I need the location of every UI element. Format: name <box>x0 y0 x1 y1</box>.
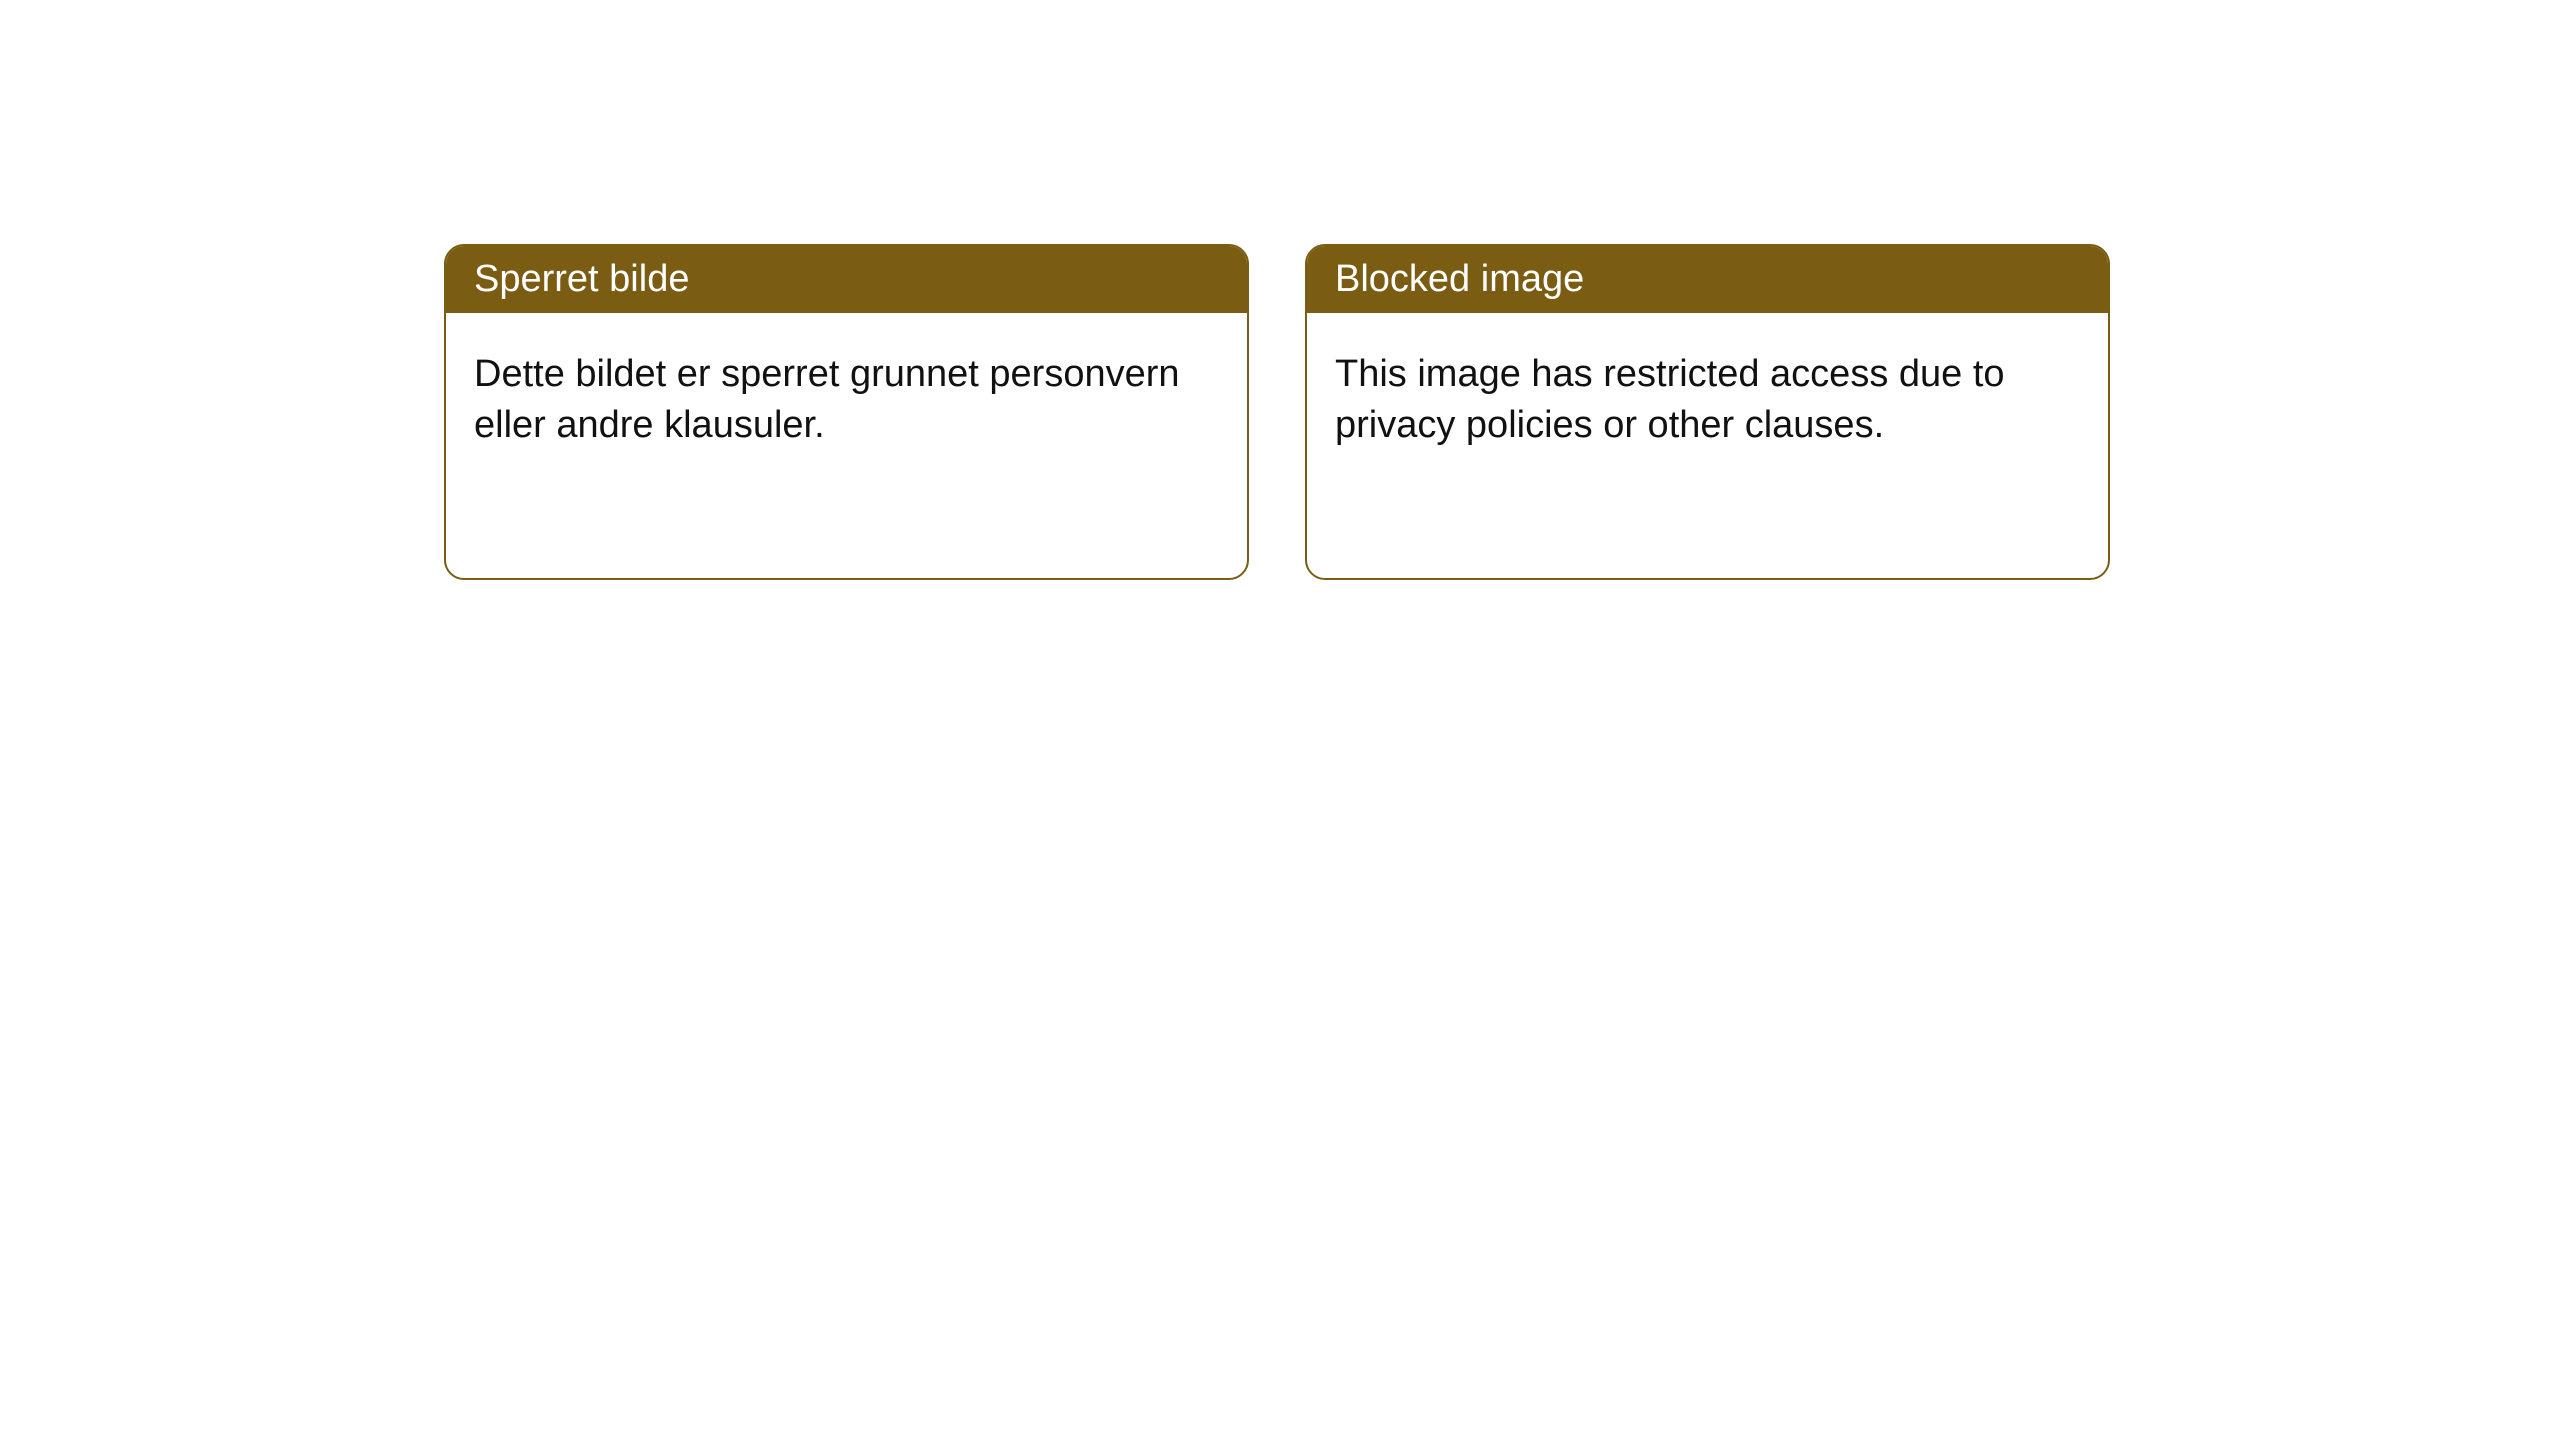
notice-body: Dette bildet er sperret grunnet personve… <box>446 313 1247 488</box>
notice-message: This image has restricted access due to … <box>1335 353 2005 446</box>
notice-title: Blocked image <box>1335 258 1584 300</box>
notice-title: Sperret bilde <box>474 258 689 300</box>
notice-body: This image has restricted access due to … <box>1307 313 2108 488</box>
notice-card-norwegian: Sperret bilde Dette bildet er sperret gr… <box>444 244 1249 580</box>
notice-header: Blocked image <box>1307 246 2108 313</box>
notice-container: Sperret bilde Dette bildet er sperret gr… <box>0 0 2560 580</box>
notice-message: Dette bildet er sperret grunnet personve… <box>474 353 1180 446</box>
notice-card-english: Blocked image This image has restricted … <box>1305 244 2110 580</box>
notice-header: Sperret bilde <box>446 246 1247 313</box>
